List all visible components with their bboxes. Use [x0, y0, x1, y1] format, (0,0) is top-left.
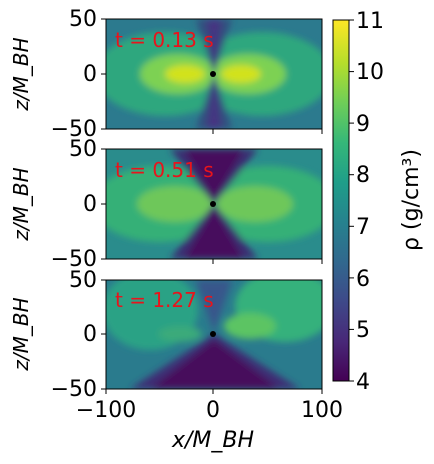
colorbar-tick-label: 10: [356, 60, 384, 85]
ylabel-panel-1: z/M_BH: [9, 37, 33, 111]
ylabel-panel-2: z/M_BH: [9, 167, 33, 241]
time-label-2: t = 0.51 s: [115, 158, 214, 182]
colorbar-label: ρ (g/cm³): [399, 149, 424, 251]
y-tick-label: −50: [51, 247, 97, 272]
panel-1-heatmap: [106, 19, 322, 129]
y-tick-label: 0: [83, 192, 97, 217]
y-tick-label: 0: [83, 62, 97, 87]
time-label-1: t = 0.13 s: [115, 28, 214, 52]
colorbar-ticks: 4 5 6 7 8 9 10 11: [349, 9, 384, 395]
colorbar-tick-label: 6: [356, 267, 370, 292]
colorbar-tick-label: 7: [356, 215, 370, 240]
y-tick-label: −50: [51, 117, 97, 142]
x-tick-label: 0: [206, 398, 220, 423]
colorbar: 4 5 6 7 8 9 10 11 ρ (g/cm³): [332, 9, 424, 395]
y-tick-label: 50: [69, 7, 97, 32]
colorbar-tick-label: 5: [356, 318, 370, 343]
panel-3-heatmap: [106, 280, 322, 389]
colorbar-tick-label: 8: [356, 163, 370, 188]
time-label-3: t = 1.27 s: [115, 288, 214, 312]
y-ticks-panel-1: 50 0 −50: [51, 7, 106, 142]
panel-3: t = 1.27 s z/M_BH 50 0 −50 −100 0 100 x/…: [9, 268, 343, 453]
y-ticks-panel-3: 50 0 −50: [51, 268, 106, 402]
ylabel-panel-3: z/M_BH: [9, 297, 33, 371]
colorbar-tick-label: 11: [356, 9, 384, 34]
x-ticks: −100 0 100: [76, 389, 343, 423]
y-tick-label: −50: [51, 377, 97, 402]
y-ticks-panel-2: 50 0 −50: [51, 137, 106, 272]
black-hole-marker-2: [210, 201, 216, 207]
panel-2-heatmap: [106, 149, 322, 259]
y-tick-label: 50: [69, 268, 97, 293]
x-tick-label: −100: [76, 398, 136, 423]
black-hole-marker-3: [210, 331, 216, 337]
x-tick-label: 100: [301, 398, 343, 423]
colorbar-tick-label: 4: [356, 370, 370, 395]
panel-1: t = 0.13 s z/M_BH 50 0 −50: [9, 7, 323, 142]
black-hole-marker-1: [210, 71, 216, 77]
colorbar-gradient: [332, 19, 350, 382]
y-tick-label: 50: [69, 137, 97, 162]
x-axis-label: x/M_BH: [171, 428, 254, 453]
panel-2: t = 0.51 s z/M_BH 50 0 −50: [9, 137, 323, 272]
y-tick-label: 0: [83, 322, 97, 347]
colorbar-tick-label: 9: [356, 112, 370, 137]
